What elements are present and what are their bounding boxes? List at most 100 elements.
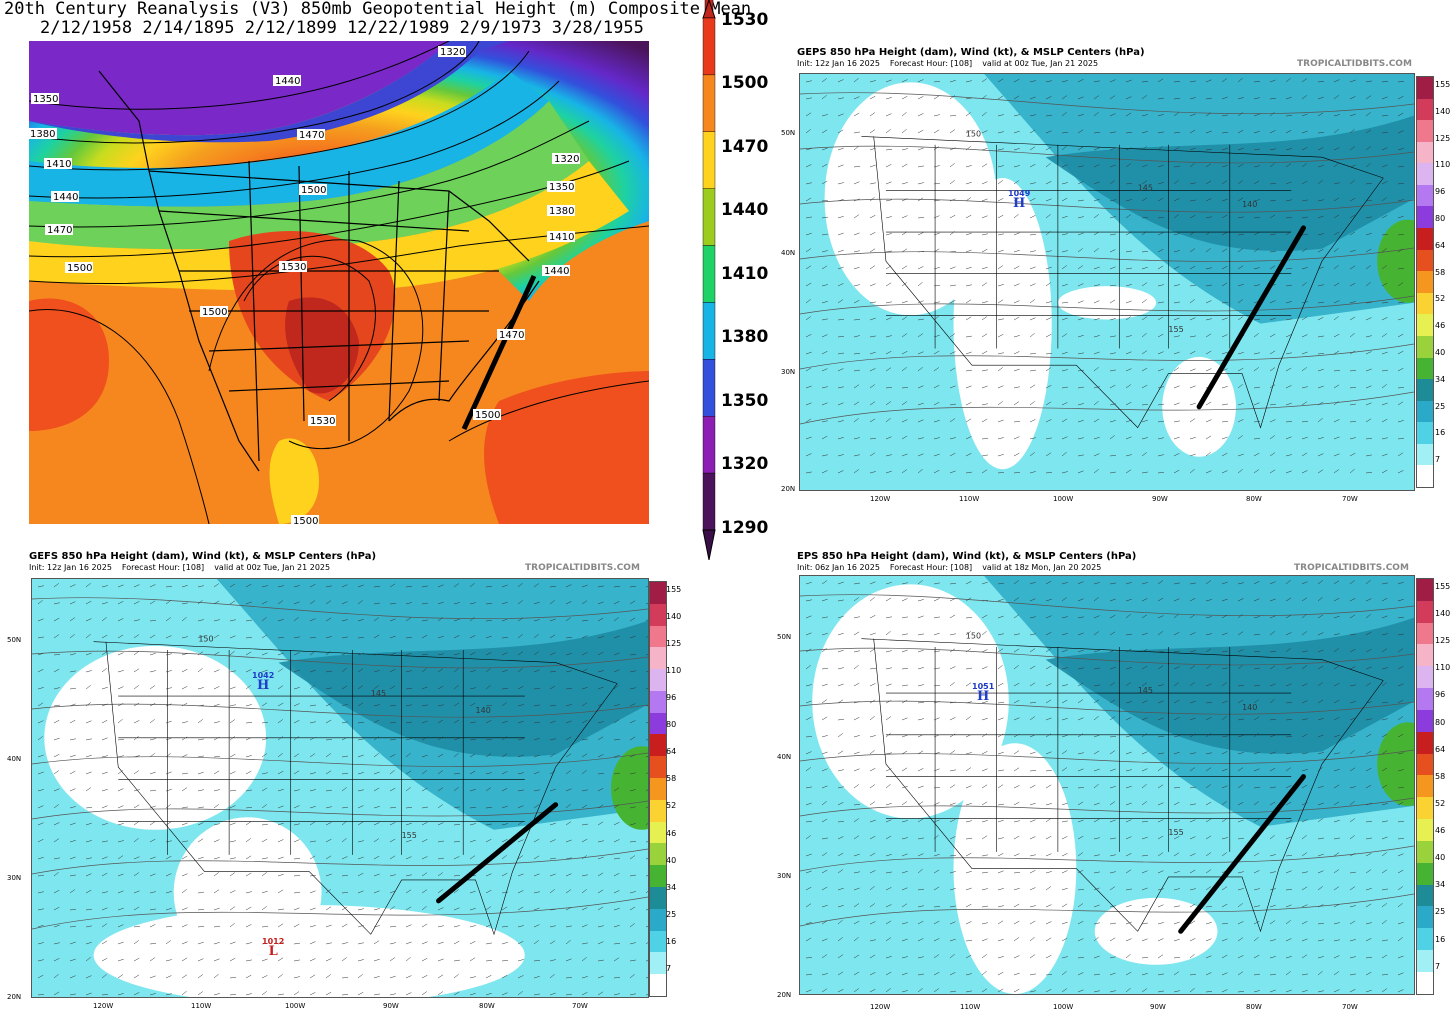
- wind-barb: [821, 904, 828, 908]
- wind-barb: [485, 602, 492, 605]
- wind-barb: [853, 597, 859, 602]
- svg-text:1500: 1500: [202, 307, 227, 318]
- wind-barb: [869, 164, 876, 168]
- wind-barb: [805, 216, 812, 219]
- wind-barb: [1381, 282, 1388, 287]
- wind-barb: [581, 720, 588, 724]
- wind-barb: [1109, 871, 1116, 874]
- wind-scale-label: 110: [1435, 663, 1451, 673]
- wind-barb: [229, 976, 236, 979]
- wind-barb: [1237, 180, 1243, 185]
- wind-barb: [1317, 96, 1324, 100]
- wind-barb: [933, 350, 940, 355]
- wind-barb: [965, 266, 972, 270]
- wind-barb: [1141, 768, 1148, 772]
- wind-barb: [389, 668, 396, 673]
- wind-barb: [1333, 316, 1339, 321]
- wind-barb: [1397, 838, 1404, 840]
- wind-barb: [1397, 616, 1404, 619]
- wind-barb: [1125, 96, 1132, 100]
- wind-barb: [533, 687, 540, 690]
- wind-barb: [837, 97, 844, 100]
- wind-barb: [1253, 148, 1260, 151]
- wind-barb: [1189, 869, 1196, 874]
- wind-barb: [581, 584, 588, 588]
- wind-barb: [1205, 938, 1212, 942]
- wind-barb: [1221, 938, 1228, 942]
- wind-barb: [1317, 614, 1324, 619]
- wind-barb: [1221, 214, 1228, 219]
- wind-barb: [261, 601, 268, 605]
- wind-barb: [1365, 437, 1372, 440]
- wind-barb: [517, 772, 524, 775]
- wind-barb: [517, 839, 524, 843]
- wind-barb: [901, 684, 908, 687]
- height-contour: [32, 597, 648, 620]
- wind-scale-block: [1417, 357, 1433, 380]
- wind-barb: [1125, 147, 1132, 151]
- wind-barb: [277, 908, 284, 911]
- wind-barb: [1237, 248, 1244, 253]
- wind-barb: [981, 147, 988, 151]
- wind-barb: [293, 891, 300, 894]
- wind-barb: [853, 665, 859, 670]
- wind-barb: [949, 990, 956, 993]
- wind-barb: [885, 768, 892, 772]
- wind-barb: [325, 585, 332, 588]
- wind-barb: [277, 753, 283, 758]
- wind-barb: [853, 631, 860, 636]
- wind-barb: [1189, 437, 1196, 440]
- wind-barb: [997, 401, 1003, 406]
- wind-barb: [101, 856, 108, 860]
- wind-barb: [1253, 318, 1260, 321]
- wind-barb: [229, 583, 236, 588]
- wind-barb: [805, 97, 812, 100]
- wind-barb: [1093, 818, 1100, 823]
- wind-barb: [981, 733, 988, 738]
- wind-barb: [997, 853, 1004, 857]
- wind-barb: [1205, 818, 1212, 823]
- wind-barb: [1141, 282, 1148, 287]
- wind-barb: [1013, 249, 1020, 253]
- wind-scale-label: 64: [1435, 240, 1446, 250]
- wind-barb: [1141, 956, 1148, 959]
- wind-barb: [805, 299, 811, 304]
- wind-barb: [1173, 871, 1180, 874]
- wind-barb: [469, 753, 476, 758]
- wind-barb: [629, 906, 636, 911]
- wind-barb: [901, 300, 908, 304]
- wind-barb: [1221, 180, 1228, 185]
- svg-text:1380: 1380: [549, 206, 574, 217]
- wind-barb: [1301, 282, 1307, 287]
- wind-barb: [1381, 954, 1388, 959]
- wind-scale-block: [1417, 906, 1433, 929]
- wind-barb: [1237, 971, 1244, 976]
- wind-barb: [517, 991, 523, 996]
- wind-barb: [1045, 96, 1052, 100]
- wind-scale-label: 140: [666, 612, 682, 622]
- wind-barb: [565, 584, 572, 588]
- wind-barb: [1397, 648, 1404, 653]
- wind-barb: [453, 823, 460, 826]
- wind-barb: [1013, 937, 1019, 942]
- wind-barb: [837, 129, 844, 134]
- wind-barb: [1237, 598, 1244, 602]
- wind-barb: [1237, 613, 1243, 619]
- wind-barb: [1333, 784, 1340, 789]
- calm-area: [1094, 897, 1218, 965]
- height-contour: [32, 848, 648, 875]
- wind-barb: [357, 890, 364, 894]
- wind-barb: [1397, 633, 1404, 636]
- wind-barb: [1093, 990, 1100, 993]
- wind-barb: [1205, 991, 1212, 993]
- wind-barb: [1029, 317, 1036, 321]
- wind-scale-block: [1417, 928, 1433, 951]
- wind-barb: [1013, 316, 1020, 321]
- wind-barb: [917, 938, 924, 942]
- wind-barb: [1045, 146, 1052, 151]
- wind-barb: [1125, 335, 1132, 338]
- wind-barb: [917, 734, 924, 738]
- wind-barb: [1317, 580, 1323, 585]
- wind-barb: [1349, 633, 1356, 636]
- wind-barb: [805, 334, 812, 338]
